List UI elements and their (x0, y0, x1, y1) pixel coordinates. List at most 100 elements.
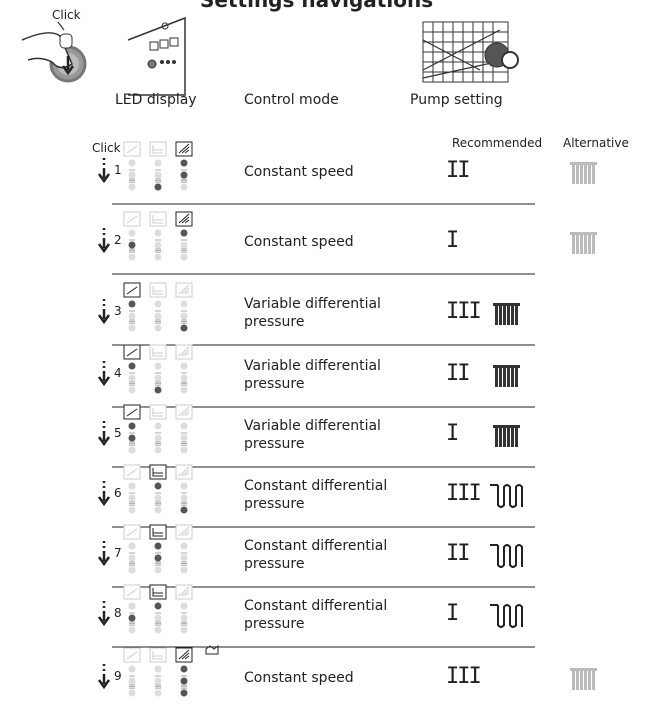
step-arrow (97, 228, 111, 254)
mode-icon-symbol (152, 651, 163, 660)
mode-icon-symbol (152, 215, 163, 224)
led (128, 324, 136, 332)
radiator-icon (511, 427, 514, 447)
mode-icon (149, 404, 167, 420)
led (128, 614, 136, 622)
step-number: 1 (114, 163, 122, 177)
led (180, 229, 188, 237)
mode-icon-symbol (126, 348, 138, 357)
led (180, 312, 188, 320)
radiator-icon (507, 305, 510, 325)
radiator-icon (570, 232, 597, 235)
pump-setting: I (446, 601, 459, 626)
pump-setting: I (446, 421, 459, 446)
radiator-icon (576, 234, 579, 254)
control-mode: Constant differential pressure (244, 538, 388, 572)
mode-icon-symbol (126, 528, 138, 537)
led (154, 542, 162, 550)
led (154, 434, 162, 442)
pump-setting: III (446, 299, 482, 324)
led (154, 566, 162, 574)
led (154, 362, 162, 370)
led (128, 159, 136, 167)
mode-icon-symbol (126, 651, 138, 660)
mode-icon (149, 211, 167, 227)
mode-icon-symbol (126, 588, 138, 597)
radiator-icon (576, 670, 579, 690)
led (154, 324, 162, 332)
step-number: 9 (114, 669, 122, 683)
led (128, 183, 136, 191)
column-header: Alternative (563, 136, 629, 150)
step-arrow (97, 158, 111, 184)
mode-icon-symbol (126, 215, 138, 224)
led (128, 229, 136, 237)
led (180, 602, 188, 610)
led (154, 159, 162, 167)
led (128, 542, 136, 550)
led (128, 506, 136, 514)
led (154, 229, 162, 237)
radiator-icon (592, 234, 595, 254)
column-header: Control mode (244, 92, 339, 108)
step-number: 8 (114, 606, 122, 620)
mode-icon-symbol (178, 466, 190, 477)
led (180, 482, 188, 490)
radiator-icon (499, 367, 502, 387)
click-label: Click (92, 141, 121, 155)
step-number: 6 (114, 486, 122, 500)
step-number: 5 (114, 426, 122, 440)
led (180, 386, 188, 394)
column-header: LED display (115, 92, 197, 108)
led (180, 362, 188, 370)
radiator-icon (580, 164, 583, 184)
led (128, 300, 136, 308)
led (128, 241, 136, 249)
mode-icon-symbol (152, 588, 163, 597)
radiator-icon (503, 305, 506, 325)
step-arrow (97, 601, 111, 627)
mode-icon-symbol (126, 468, 138, 477)
radiator-icon (499, 305, 502, 325)
pump-setting: II (446, 541, 470, 566)
led (180, 324, 188, 332)
radiator-icon (515, 427, 518, 447)
control-mode: Constant differential pressure (244, 598, 388, 632)
led (180, 183, 188, 191)
radiator-icon (495, 305, 498, 325)
led-device-icon (127, 16, 186, 96)
click-label: Click (52, 8, 81, 22)
led (128, 171, 136, 179)
night-icon (205, 645, 219, 655)
mode-icon-symbol (152, 468, 163, 477)
led (128, 494, 136, 502)
led (128, 689, 136, 697)
led (154, 253, 162, 261)
radiator-icon (588, 670, 591, 690)
mode-icon-symbol (126, 145, 138, 154)
radiator-icon (572, 670, 575, 690)
radiator-icon (592, 164, 595, 184)
led (154, 689, 162, 697)
mode-icon-symbol (152, 286, 163, 295)
led (154, 422, 162, 430)
led (154, 677, 162, 685)
led (154, 183, 162, 191)
led (154, 482, 162, 490)
mode-icon-symbol (178, 406, 190, 417)
pump-setting: I (446, 228, 459, 253)
click-icon (21, 21, 87, 83)
mode-icon (149, 464, 167, 480)
led (128, 677, 136, 685)
control-mode: Variable differential pressure (244, 296, 381, 330)
radiator-icon (584, 234, 587, 254)
led (154, 374, 162, 382)
step-arrow (97, 481, 111, 507)
mode-icon (149, 647, 167, 663)
radiator-icon (493, 303, 520, 306)
mode-icon-symbol (178, 649, 190, 660)
led (154, 665, 162, 673)
step-arrow (97, 664, 111, 690)
step-number: 4 (114, 366, 122, 380)
control-mode: Constant speed (244, 234, 354, 250)
